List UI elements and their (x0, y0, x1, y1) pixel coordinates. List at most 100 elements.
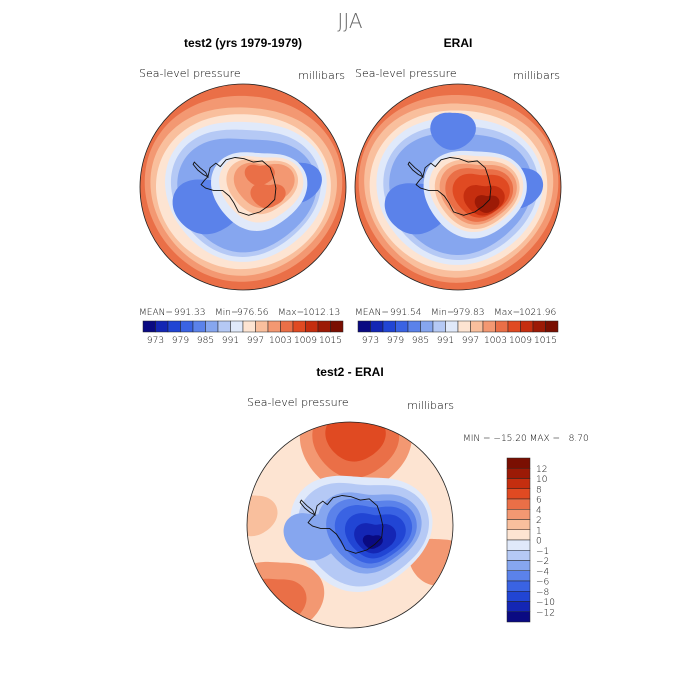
mean-value: 991.54 (390, 308, 422, 318)
colorbar-swatch (330, 320, 344, 333)
max-value: 1012.13 (303, 308, 340, 318)
units-label: millibars (407, 399, 454, 412)
units-label: millibars (298, 69, 345, 82)
colorbar-swatch (370, 320, 384, 333)
min-max-label: MIN = −15.20 MAX = 8.70 (463, 434, 589, 444)
colorbar-swatch (520, 320, 534, 333)
stats-line: MEAN= 991.33 Min= 976.56 Max= 1012.13 (139, 308, 340, 318)
colorbar-swatch (482, 320, 496, 333)
colorbar-swatch (357, 320, 371, 333)
panel-right: ERAI Sea-level pressure millibars MEAN= … (354, 36, 562, 346)
colorbar-swatch (470, 320, 484, 333)
colorbar-tick-label: 1003 (484, 336, 507, 346)
colorbar-swatch (506, 488, 531, 500)
colorbar-tick-label: 4 (536, 506, 542, 516)
colorbar-tick-label: −10 (536, 598, 555, 608)
colorbar-tick-label: 985 (197, 336, 214, 346)
colorbar-tick-label: 2 (536, 516, 542, 526)
colorbar-tick-label: −12 (536, 608, 555, 618)
panel-left: test2 (yrs 1979-1979) Sea-level pressure… (139, 36, 347, 346)
colorbar-tick-label: 991 (437, 336, 454, 346)
mean-label: MEAN= (139, 308, 173, 318)
polar-map (354, 83, 562, 291)
colorbar-swatch (506, 509, 531, 520)
colorbar-swatch (506, 529, 531, 541)
colorbar-tick-label: 997 (247, 336, 264, 346)
colorbar-tick-label: −2 (536, 557, 549, 567)
colorbar-swatch (457, 320, 471, 333)
min-value: 979.83 (453, 308, 485, 318)
max-label: Max= (278, 308, 304, 318)
colorbar-swatch (292, 320, 306, 333)
coastline (415, 157, 492, 216)
colorbar-swatch (532, 320, 546, 333)
stats-line: MEAN= 991.54 Min= 979.83 Max= 1021.96 (355, 308, 556, 318)
panel-difference: test2 - ERAI Sea-level pressure millibar… (246, 365, 589, 629)
panel-title: ERAI (444, 36, 473, 50)
colorbar-swatch (506, 498, 531, 510)
colorbar-tick-label: 12 (536, 465, 547, 475)
colorbar-swatch (420, 320, 434, 333)
polar-map (246, 421, 454, 629)
colorbar-swatch (280, 320, 294, 333)
coastline (200, 157, 277, 216)
units-label: millibars (513, 69, 560, 82)
colorbar-swatch (407, 320, 421, 333)
min-value: 976.56 (237, 308, 269, 318)
colorbar-tick-label: 1009 (509, 336, 532, 346)
colorbar-swatch (180, 320, 194, 333)
colorbar-swatch (205, 320, 219, 333)
colorbar: 973 979 985 991 997 1003 1009 1015 (142, 320, 344, 346)
colorbar-swatch (506, 611, 531, 623)
colorbar-tick-label: 0 (536, 537, 542, 547)
colorbar-tick-label: 997 (462, 336, 479, 346)
colorbar-swatch (317, 320, 331, 333)
colorbar-tick-label: 1003 (269, 336, 292, 346)
colorbar-tick-label: 973 (362, 336, 379, 346)
pressure-contour-band (247, 495, 278, 537)
pressure-contour-band (474, 195, 500, 213)
coastline (299, 499, 316, 516)
min-label: Min= (215, 308, 239, 318)
colorbar-tick-label: 973 (147, 336, 164, 346)
colorbar-swatch (242, 320, 256, 333)
colorbar-swatch (506, 560, 531, 571)
colorbar-tick-label: 1015 (534, 336, 557, 346)
colorbar-swatch (230, 320, 244, 333)
min-label: Min= (431, 308, 455, 318)
colorbar-swatch (506, 539, 531, 551)
max-label: Max= (494, 308, 520, 318)
colorbar-swatch (506, 601, 531, 612)
colorbar-tick-label: 6 (536, 496, 542, 506)
mean-label: MEAN= (355, 308, 389, 318)
colorbar-swatch (506, 468, 531, 479)
colorbar-tick-label: 1015 (319, 336, 342, 346)
figure-title: JJA (337, 9, 362, 33)
colorbar-swatch (217, 320, 231, 333)
colorbar-tick-label: 1009 (294, 336, 317, 346)
colorbar-tick-label: −1 (536, 547, 549, 557)
colorbar-swatch (495, 320, 509, 333)
colorbar-swatch (305, 320, 319, 333)
colorbar-swatch (506, 478, 531, 489)
map-boundary (354, 83, 562, 291)
mean-value: 991.33 (174, 308, 206, 318)
colorbar-tick-label: −8 (536, 588, 549, 598)
colorbar-swatch (507, 320, 521, 333)
colorbar-swatch (545, 320, 559, 333)
pressure-contour-band (247, 578, 307, 627)
colorbar-swatch (192, 320, 206, 333)
variable-label: Sea-level pressure (247, 396, 349, 409)
map-boundary (246, 421, 454, 629)
colorbar-swatch (267, 320, 281, 333)
colorbar-swatch (167, 320, 181, 333)
variable-label: Sea-level pressure (355, 67, 457, 80)
colorbar-tick-label: 985 (412, 336, 429, 346)
colorbar-swatch (506, 580, 531, 592)
colorbar-tick-label: −6 (536, 578, 549, 588)
colorbar-swatch (506, 591, 531, 602)
colorbar-swatch (506, 570, 531, 582)
map-boundary (139, 83, 347, 291)
